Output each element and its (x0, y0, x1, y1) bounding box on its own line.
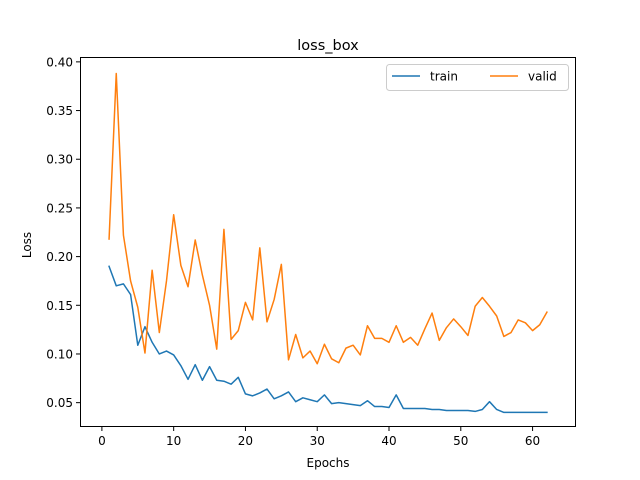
x-tick-label: 0 (98, 434, 106, 448)
y-tick-label: 0.15 (46, 299, 73, 313)
y-tick-label: 0.30 (46, 153, 73, 167)
series-line-valid (108, 72, 548, 365)
legend-valid-label: valid (528, 70, 557, 84)
y-tick-label: 0.25 (46, 201, 73, 215)
y-axis-label: Loss (20, 232, 34, 258)
legend: train valid (386, 64, 569, 91)
x-tick-label: 10 (166, 434, 181, 448)
x-tick-label: 30 (310, 434, 325, 448)
x-tick-label: 50 (453, 434, 468, 448)
x-tick-label: 40 (381, 434, 396, 448)
plot-frame (80, 57, 576, 427)
x-axis-ticks: 0 10 20 30 40 50 60 (98, 427, 540, 448)
y-tick-label: 0.10 (46, 347, 73, 361)
legend-train-label: train (430, 70, 458, 84)
y-tick-label: 0.35 (46, 104, 73, 118)
y-tick-label: 0.05 (46, 396, 73, 410)
x-axis-label: Epochs (307, 456, 350, 470)
y-tick-label: 0.20 (46, 250, 73, 264)
chart-title: loss_box (297, 38, 359, 54)
x-tick-label: 60 (525, 434, 540, 448)
y-tick-label: 0.40 (46, 55, 73, 69)
x-tick-label: 20 (238, 434, 253, 448)
series-line-train (108, 265, 548, 414)
legend-box (386, 64, 569, 91)
series-lines (108, 72, 548, 414)
y-axis-ticks: 0.05 0.10 0.15 0.20 0.25 0.30 0.35 0.40 (46, 55, 80, 410)
